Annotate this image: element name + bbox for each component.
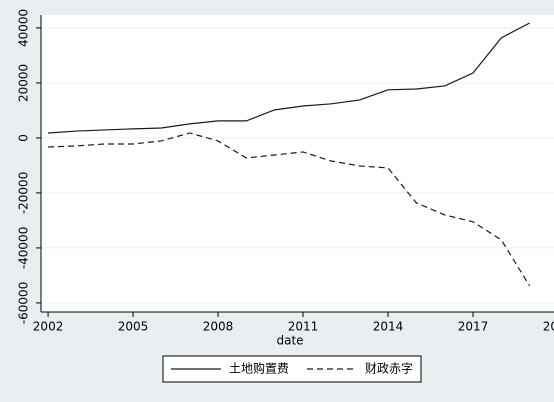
legend-label: 土地购置费 — [229, 361, 289, 376]
x-tick-label: 2011 — [288, 320, 319, 334]
plot-area — [41, 15, 554, 312]
legend: 土地购置费 财政赤字 — [162, 355, 422, 383]
series-line — [48, 132, 531, 287]
x-axis-label: date — [276, 334, 303, 348]
y-tick-label: -20000 — [17, 172, 31, 215]
x-tick-label: 2005 — [118, 320, 149, 334]
y-tick-label: -60000 — [17, 282, 31, 325]
series-line — [48, 22, 530, 134]
y-tick-label: -40000 — [17, 227, 31, 270]
x-tick-label: 2008 — [203, 320, 234, 334]
x-tick-label: 2002 — [33, 320, 64, 334]
y-tick-label: 20000 — [17, 64, 31, 102]
x-tick-label: 2020 — [543, 320, 554, 334]
legend-label: 财政赤字 — [365, 361, 413, 376]
y-tick-label: 40000 — [17, 9, 31, 47]
y-tick-label: 0 — [17, 134, 31, 142]
x-tick-label: 2014 — [373, 320, 404, 334]
x-tick-label: 2017 — [458, 320, 489, 334]
